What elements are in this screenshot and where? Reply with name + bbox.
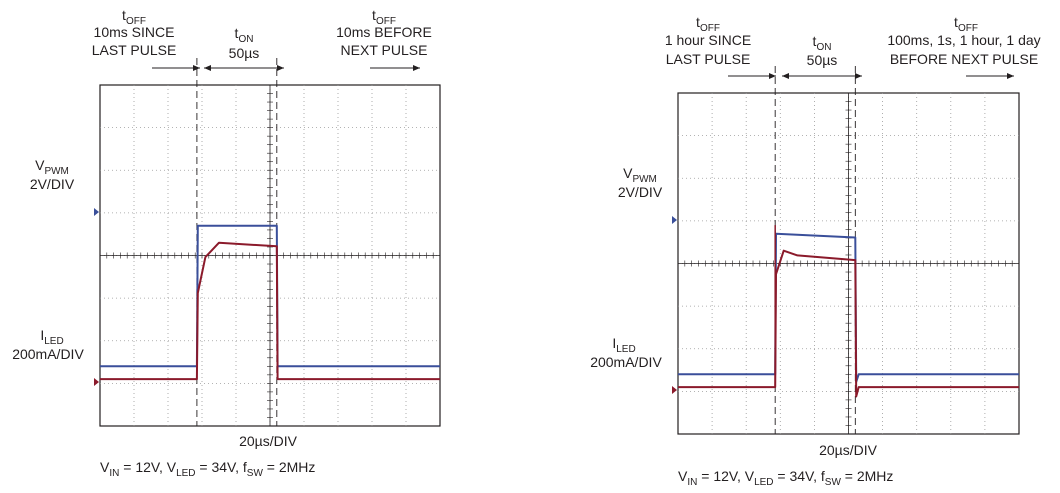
left-iled-ground-marker <box>94 378 99 386</box>
right-vpwm-ground-marker <box>672 216 677 224</box>
right-vpwm-scale: 2V/DIV <box>618 184 663 200</box>
left-arrow-since-head <box>193 65 200 71</box>
left-trace-led <box>100 241 440 381</box>
right-arrow-before-head <box>1007 73 1014 79</box>
right-graticule <box>677 66 1020 435</box>
right-toff-2-line-2: BEFORE NEXT PULSE <box>890 51 1038 67</box>
right-toff-1-line-2: LAST PULSE <box>666 51 751 67</box>
right-toff-label-2: tOFF <box>954 14 978 34</box>
left-vpwm-scale: 2V/DIV <box>30 176 75 192</box>
right-iled-scale: 200mA/DIV <box>590 354 662 370</box>
left-iled-scale: 200mA/DIV <box>12 346 84 362</box>
right-iled-label: ILED <box>612 335 635 355</box>
right-ton-label: tON <box>813 33 832 53</box>
right-conditions: VIN = 12V, VLED = 34V, fSW = 2MHz <box>678 468 893 488</box>
right-toff-1-line-1: 1 hour SINCE <box>665 32 751 48</box>
left-conditions: VIN = 12V, VLED = 34V, fSW = 2MHz <box>100 459 315 479</box>
left-traces <box>100 224 440 381</box>
left-ton-line-1: 50µs <box>229 45 260 61</box>
left-ton-label: tON <box>235 25 254 45</box>
right-toff-label-1: tOFF <box>696 14 720 34</box>
left-vpwm-label: VPWM <box>35 157 69 177</box>
right-traces <box>678 225 1019 398</box>
right-panel: tOFF 1 hour SINCE LAST PULSE tON 50µs tO… <box>590 14 1040 488</box>
left-arrow-ton-head-right <box>277 65 284 71</box>
left-arrow-before-head <box>413 65 420 71</box>
left-toff-1-line-1: 10ms SINCE <box>94 24 175 40</box>
right-toff-2-line-1: 100ms, 1s, 1 hour, 1 day <box>887 32 1040 48</box>
right-ton-line-1: 50µs <box>807 52 838 68</box>
left-toff-2-line-2: NEXT PULSE <box>341 42 428 58</box>
left-panel: tOFF 10ms SINCE LAST PULSE tON 50µs tOFF… <box>12 7 441 479</box>
left-toff-1-line-2: LAST PULSE <box>92 42 177 58</box>
left-trace-pwm <box>100 224 440 368</box>
right-arrow-since-head <box>769 73 776 79</box>
left-arrow-ton-head-left <box>204 65 211 71</box>
left-iled-label: ILED <box>40 327 63 347</box>
right-vpwm-label: VPWM <box>623 165 657 185</box>
left-graticule <box>99 58 441 427</box>
left-toff-label-2: tOFF <box>372 7 396 27</box>
left-toff-2-line-1: 10ms BEFORE <box>336 24 432 40</box>
left-x-scale: 20µs/DIV <box>239 433 298 449</box>
left-vpwm-ground-marker <box>94 208 99 216</box>
right-arrow-ton-head-left <box>782 73 789 79</box>
right-x-scale: 20µs/DIV <box>819 442 878 458</box>
left-toff-label-1: tOFF <box>122 7 146 27</box>
right-arrow-ton-head-right <box>855 73 862 79</box>
right-iled-ground-marker <box>672 386 677 394</box>
